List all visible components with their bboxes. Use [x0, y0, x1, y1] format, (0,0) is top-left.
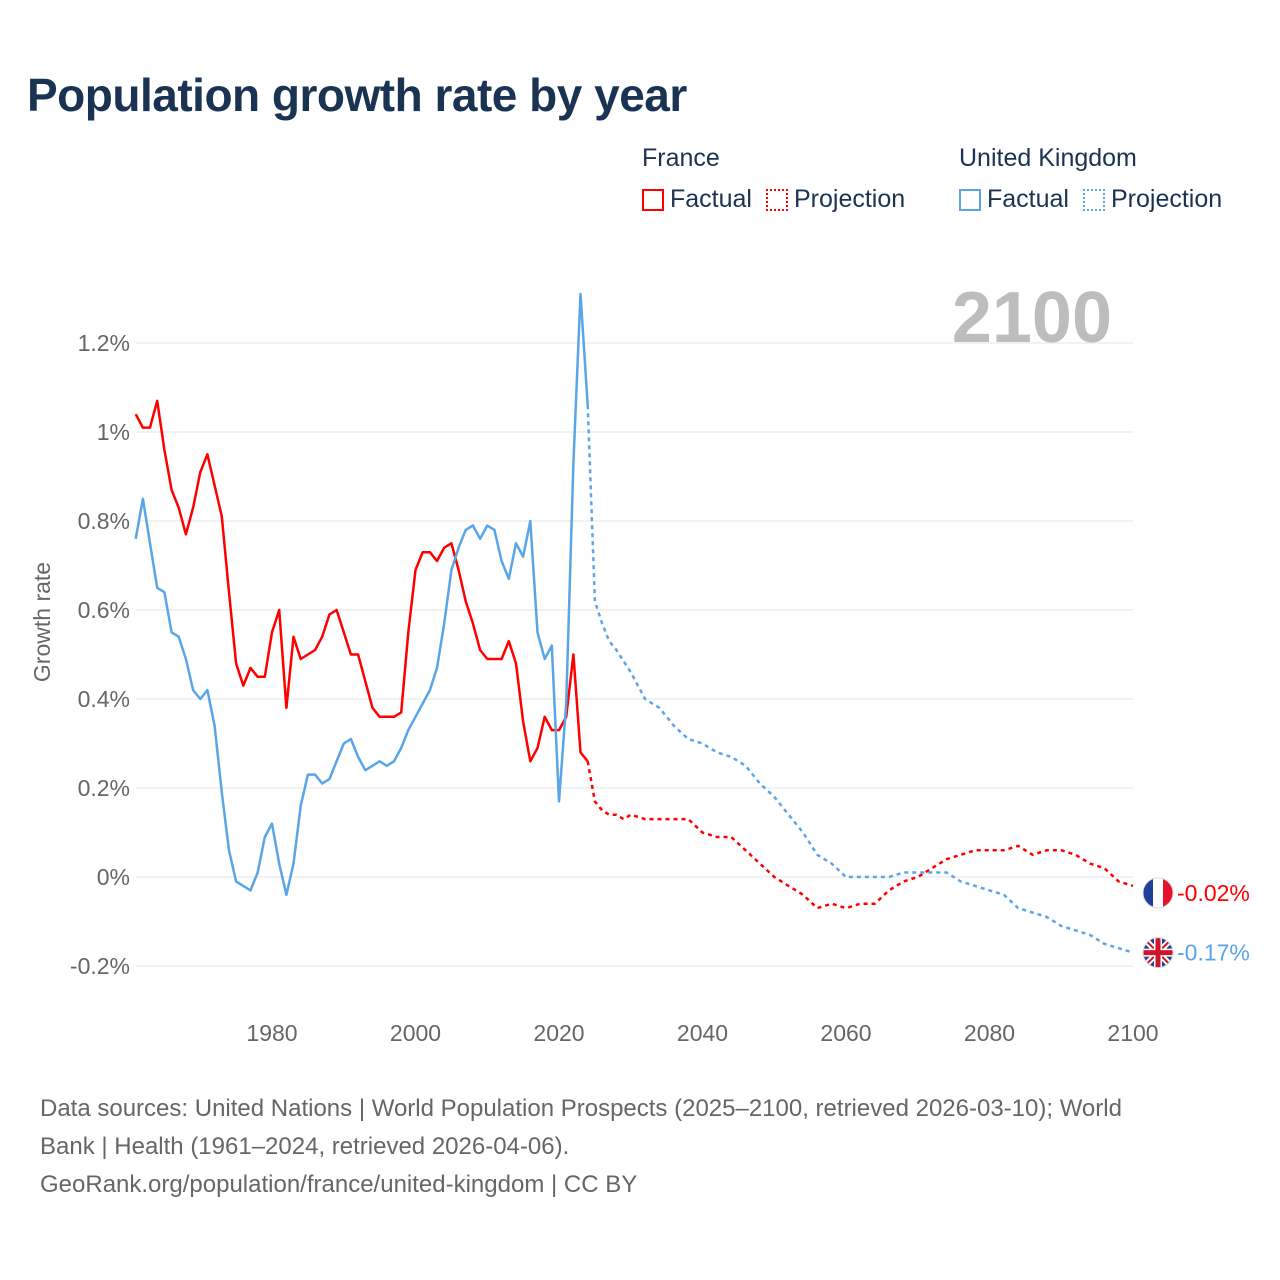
legend-united-kingdom: United Kingdom Factual Projection — [959, 144, 1222, 214]
uk-factual-line — [134, 292, 589, 897]
legend-group-title: France — [642, 144, 720, 172]
legend-uk-projection[interactable]: Projection — [1082, 185, 1223, 214]
legend-label: Projection — [1110, 185, 1223, 213]
flag-border — [1142, 937, 1174, 969]
x-tick-label: 2060 — [820, 1020, 871, 1046]
x-tick-label: 2100 — [1107, 1020, 1158, 1046]
y-tick-label: -0.2% — [70, 953, 130, 979]
france-end-value-label: -0.02% — [1177, 880, 1250, 906]
legend-label: Projection — [793, 185, 906, 213]
x-tick-label: 2020 — [533, 1020, 584, 1046]
y-tick-label: 0.4% — [78, 686, 130, 712]
legend-group-title: United Kingdom — [959, 144, 1137, 172]
source-line[interactable]: GeoRank.org/population/france/united-kin… — [40, 1171, 638, 1198]
legend-uk-factual[interactable]: Factual — [959, 185, 1069, 214]
y-tick-label: 0% — [97, 864, 130, 890]
source-notes: Data sources: United Nations | World Pop… — [40, 1090, 1240, 1204]
chart-title: Population growth rate by year — [27, 69, 687, 121]
x-tick-label: 2000 — [390, 1020, 441, 1046]
dotted-swatch-icon — [1082, 188, 1105, 211]
year-watermark: 2100 — [952, 278, 1112, 358]
y-tick-label: 0.6% — [78, 597, 130, 623]
france-factual-line — [134, 399, 589, 763]
source-line: Bank | Health (1961–2024, retrieved 2026… — [40, 1133, 570, 1160]
y-tick-label: 0.8% — [78, 508, 130, 534]
flag-border — [1142, 877, 1174, 909]
uk-projection-line — [586, 405, 1134, 954]
legend-label: Factual — [670, 185, 752, 213]
flag-red — [1163, 877, 1173, 908]
dotted-swatch-icon — [765, 188, 788, 211]
y-tick-label: 0.2% — [78, 775, 130, 801]
y-tick-label: 1.2% — [78, 330, 130, 356]
france-flag-icon — [1142, 877, 1174, 909]
legend-france-projection[interactable]: Projection — [765, 185, 906, 214]
flag-body — [1143, 937, 1173, 968]
flag-white — [1153, 877, 1163, 908]
legend-france-factual[interactable]: Factual — [642, 185, 752, 214]
solid-swatch-icon — [642, 188, 664, 211]
x-tick-label: 2080 — [964, 1020, 1015, 1046]
y-tick-label: 1% — [97, 419, 130, 445]
france-projection-line — [586, 761, 1134, 910]
flag-body — [1143, 877, 1173, 908]
uk-flag-icon — [1142, 937, 1174, 969]
y-axis-label: Growth rate — [29, 562, 55, 682]
solid-swatch-icon — [959, 188, 981, 211]
legend-label: Factual — [987, 185, 1069, 213]
flag-blue — [1143, 877, 1153, 908]
x-tick-label: 2040 — [677, 1020, 728, 1046]
flag-cross-red — [1155, 937, 1161, 968]
uk-end-value-label: -0.17% — [1177, 940, 1250, 966]
legend-france: France Factual Projection — [642, 144, 905, 214]
source-line: Data sources: United Nations | World Pop… — [40, 1095, 1122, 1122]
x-tick-label: 1980 — [246, 1020, 297, 1046]
